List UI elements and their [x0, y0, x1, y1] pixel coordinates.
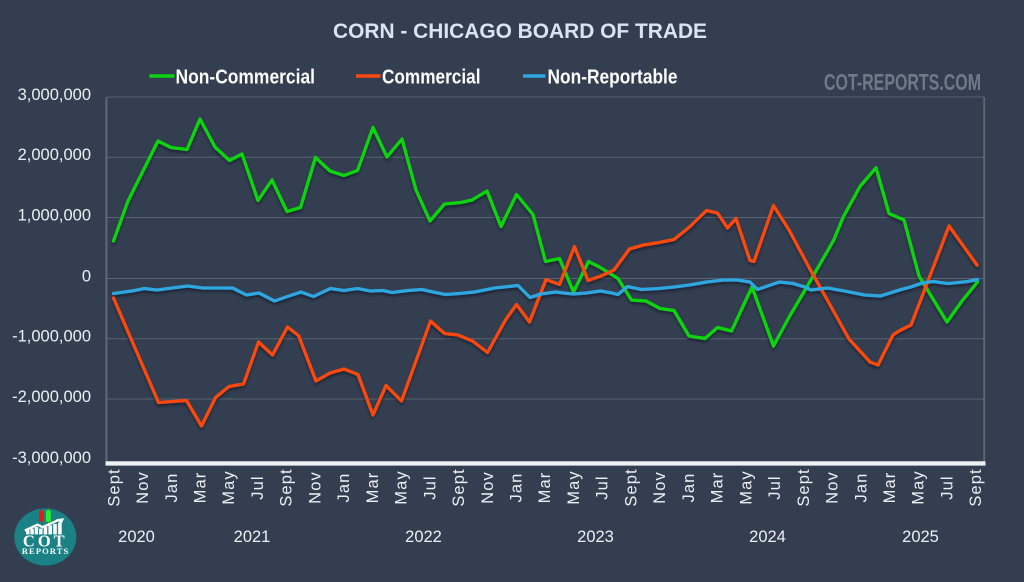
svg-text:Jul: Jul [249, 475, 267, 499]
svg-text:Jan: Jan [680, 473, 698, 503]
svg-text:Jul: Jul [766, 475, 784, 499]
svg-text:Non-Reportable: Non-Reportable [548, 67, 678, 89]
svg-text:Nov: Nov [651, 471, 669, 504]
svg-text:0: 0 [82, 267, 91, 285]
svg-text:2,000,000: 2,000,000 [18, 146, 91, 164]
svg-text:Sept: Sept [278, 468, 296, 506]
svg-text:Mar: Mar [881, 472, 899, 504]
svg-text:Sept: Sept [105, 468, 123, 506]
svg-text:REPORTS: REPORTS [22, 546, 70, 556]
svg-text:2020: 2020 [118, 528, 155, 546]
svg-text:COT: COT [23, 531, 68, 550]
svg-text:Sept: Sept [967, 468, 985, 506]
svg-text:Mar: Mar [192, 472, 210, 504]
svg-text:Jan: Jan [335, 473, 353, 503]
svg-text:Sept: Sept [622, 468, 640, 506]
svg-text:Nov: Nov [479, 471, 497, 504]
svg-text:May: May [737, 470, 755, 504]
svg-text:-3,000,000: -3,000,000 [12, 449, 91, 467]
svg-text:Nov: Nov [306, 471, 324, 504]
svg-text:Jul: Jul [939, 475, 957, 499]
svg-text:Jul: Jul [421, 475, 439, 499]
svg-text:Nov: Nov [134, 471, 152, 504]
svg-text:2021: 2021 [234, 528, 271, 546]
svg-text:May: May [220, 470, 238, 504]
svg-text:Sept: Sept [795, 468, 813, 506]
svg-text:Jul: Jul [594, 475, 612, 499]
svg-text:May: May [393, 470, 411, 504]
svg-text:Commercial: Commercial [382, 67, 481, 89]
svg-text:2025: 2025 [902, 528, 939, 546]
svg-text:CORN - CHICAGO BOARD OF TRADE: CORN - CHICAGO BOARD OF TRADE [333, 19, 707, 43]
svg-text:Jan: Jan [508, 473, 526, 503]
svg-text:-2,000,000: -2,000,000 [12, 388, 91, 406]
svg-text:Non-Commercial: Non-Commercial [176, 67, 316, 89]
svg-text:Jan: Jan [852, 473, 870, 503]
svg-text:Nov: Nov [824, 471, 842, 504]
svg-text:Sept: Sept [450, 468, 468, 506]
svg-text:2022: 2022 [405, 528, 442, 546]
svg-text:Mar: Mar [536, 472, 554, 504]
svg-text:Mar: Mar [709, 472, 727, 504]
svg-text:2023: 2023 [577, 528, 614, 546]
svg-text:May: May [910, 470, 928, 504]
svg-text:Jan: Jan [163, 473, 181, 503]
svg-text:2024: 2024 [749, 528, 786, 546]
svg-text:1,000,000: 1,000,000 [18, 206, 91, 224]
svg-text:May: May [565, 470, 583, 504]
svg-text:-1,000,000: -1,000,000 [12, 328, 91, 346]
svg-text:3,000,000: 3,000,000 [18, 86, 91, 104]
svg-text:COT-REPORTS.COM: COT-REPORTS.COM [824, 69, 981, 95]
svg-text:Mar: Mar [364, 472, 382, 504]
